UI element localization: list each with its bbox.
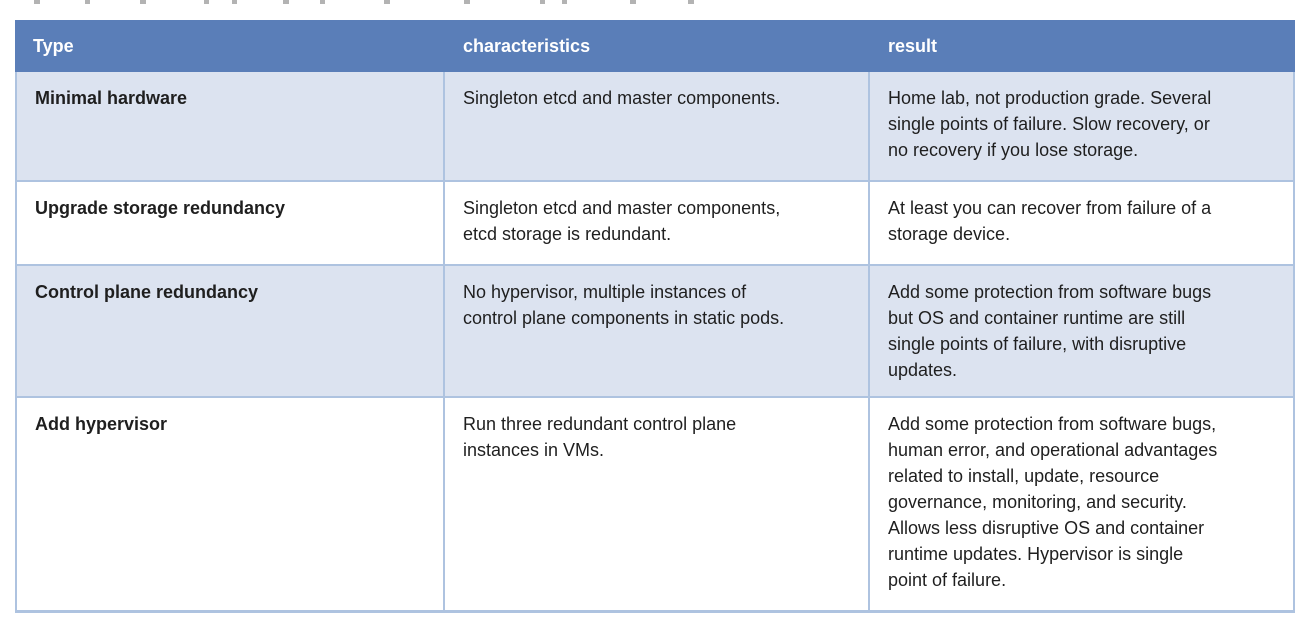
cell-type: Add hypervisor xyxy=(15,398,445,610)
cell-characteristics: No hypervisor, multiple instances of con… xyxy=(445,266,870,398)
table-row-add-hypervisor: Add hypervisor Run three redundant contr… xyxy=(15,398,1295,610)
cell-characteristics: Singleton etcd and master components, et… xyxy=(445,182,870,266)
cell-result: Add some protection from software bugs b… xyxy=(870,266,1295,398)
cell-type: Minimal hardware xyxy=(15,72,445,182)
column-header-characteristics: characteristics xyxy=(445,20,870,72)
cell-characteristics: Run three redundant control plane instan… xyxy=(445,398,870,610)
column-header-result: result xyxy=(870,20,1295,72)
column-header-type: Type xyxy=(15,20,445,72)
cell-result: Home lab, not production grade. Several … xyxy=(870,72,1295,182)
cell-result: Add some protection from software bugs, … xyxy=(870,398,1295,610)
cell-type: Upgrade storage redundancy xyxy=(15,182,445,266)
cropped-text-remnant xyxy=(0,0,1314,5)
cell-type: Control plane redundancy xyxy=(15,266,445,398)
table-row-control-plane-redundancy: Control plane redundancy No hypervisor, … xyxy=(15,266,1295,398)
table-row-upgrade-storage-redundancy: Upgrade storage redundancy Singleton etc… xyxy=(15,182,1295,266)
cell-result: At least you can recover from failure of… xyxy=(870,182,1295,266)
table-header-row: Type characteristics result xyxy=(15,20,1295,72)
cluster-options-comparison-table: Type characteristics result Minimal hard… xyxy=(15,20,1295,613)
table-row-minimal-hardware: Minimal hardware Singleton etcd and mast… xyxy=(15,72,1295,182)
cell-characteristics: Singleton etcd and master components. xyxy=(445,72,870,182)
